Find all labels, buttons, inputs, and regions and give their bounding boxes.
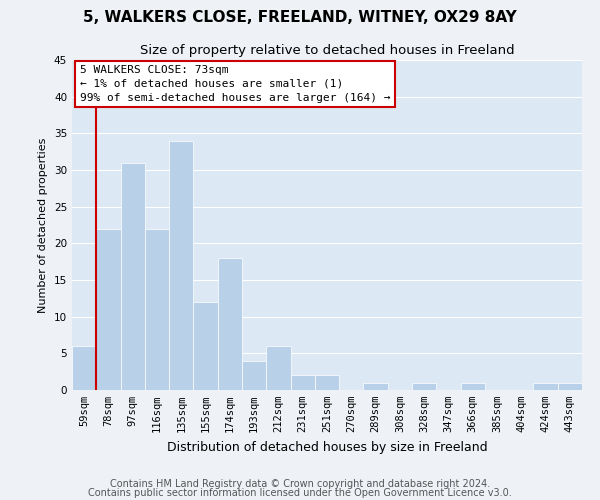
Bar [121, 162, 145, 390]
Text: Contains public sector information licensed under the Open Government Licence v3: Contains public sector information licen… [88, 488, 512, 498]
Bar [315, 376, 339, 390]
Text: 5 WALKERS CLOSE: 73sqm
← 1% of detached houses are smaller (1)
99% of semi-detac: 5 WALKERS CLOSE: 73sqm ← 1% of detached … [80, 65, 390, 103]
Bar [533, 382, 558, 390]
Bar [242, 360, 266, 390]
Bar [193, 302, 218, 390]
Bar [461, 382, 485, 390]
Bar [266, 346, 290, 390]
Y-axis label: Number of detached properties: Number of detached properties [38, 138, 49, 312]
Bar [558, 382, 582, 390]
Bar [364, 382, 388, 390]
Bar [72, 346, 96, 390]
Bar [290, 376, 315, 390]
Text: Contains HM Land Registry data © Crown copyright and database right 2024.: Contains HM Land Registry data © Crown c… [110, 479, 490, 489]
Bar [218, 258, 242, 390]
Bar [96, 228, 121, 390]
Bar [169, 140, 193, 390]
Bar [412, 382, 436, 390]
Title: Size of property relative to detached houses in Freeland: Size of property relative to detached ho… [140, 44, 514, 58]
Bar [145, 228, 169, 390]
X-axis label: Distribution of detached houses by size in Freeland: Distribution of detached houses by size … [167, 440, 487, 454]
Text: 5, WALKERS CLOSE, FREELAND, WITNEY, OX29 8AY: 5, WALKERS CLOSE, FREELAND, WITNEY, OX29… [83, 10, 517, 25]
